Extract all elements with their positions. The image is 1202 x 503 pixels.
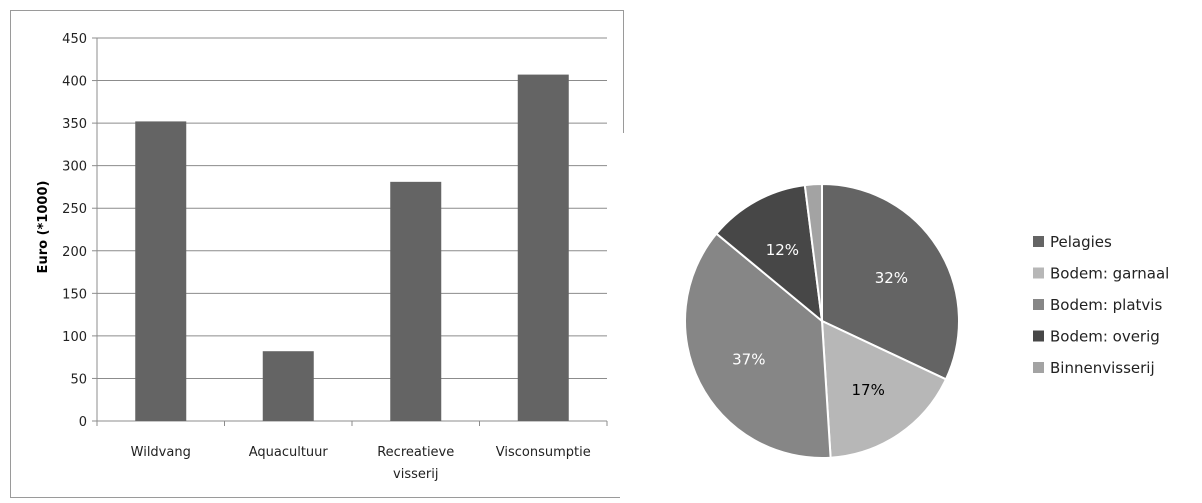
legend-label: Binnenvisserij [1050, 359, 1155, 377]
y-tick-label: 0 [79, 415, 87, 430]
pie-area-background [620, 133, 630, 503]
y-tick-label: 250 [62, 202, 87, 217]
bar [135, 121, 187, 422]
pie-data-label: 32% [875, 269, 908, 287]
legend-label: Bodem: garnaal [1050, 265, 1169, 283]
x-category-label: Wildvang [131, 445, 191, 460]
y-tick-label: 50 [70, 372, 87, 387]
legend-label: Pelagies [1050, 233, 1112, 251]
y-axis-label: Euro (*1000) [36, 181, 51, 274]
legend-swatch [1033, 236, 1044, 247]
pie-slice [820, 319, 948, 459]
y-tick-label: 400 [62, 75, 87, 90]
x-category-label: Visconsumptie [496, 445, 591, 460]
y-tick-label: 100 [62, 330, 87, 345]
pie-data-label: 12% [766, 241, 799, 259]
y-tick-label: 150 [62, 287, 87, 302]
pie-data-label: 37% [732, 350, 765, 368]
x-category-label: Aquacultuur [249, 445, 329, 460]
bar [517, 74, 569, 421]
x-category-label: Recreatieve [377, 445, 454, 460]
bar [262, 351, 314, 421]
pie-slice [803, 182, 823, 322]
pie-slice [715, 183, 824, 324]
bar-chart: 0 50 100 150 200 250 300 350 400 450 Wildvang Aqua… [36, 32, 608, 482]
legend-swatch [1033, 362, 1044, 373]
legend-swatch [1033, 299, 1044, 310]
y-tick-label: 200 [62, 245, 87, 260]
x-category-label: visserij [393, 467, 438, 482]
y-tick-label: 450 [62, 32, 87, 47]
pie-slice [821, 182, 960, 381]
legend-label: Bodem: platvis [1050, 296, 1162, 314]
y-tick-label: 300 [62, 160, 87, 175]
legend-swatch [1033, 267, 1044, 279]
bar [390, 181, 442, 421]
pie-data-label: 17% [852, 381, 885, 399]
legend-label: Bodem: overig [1050, 328, 1160, 346]
y-tick-label: 350 [62, 117, 87, 132]
legend-swatch [1033, 330, 1044, 342]
pie-slice [684, 232, 832, 459]
